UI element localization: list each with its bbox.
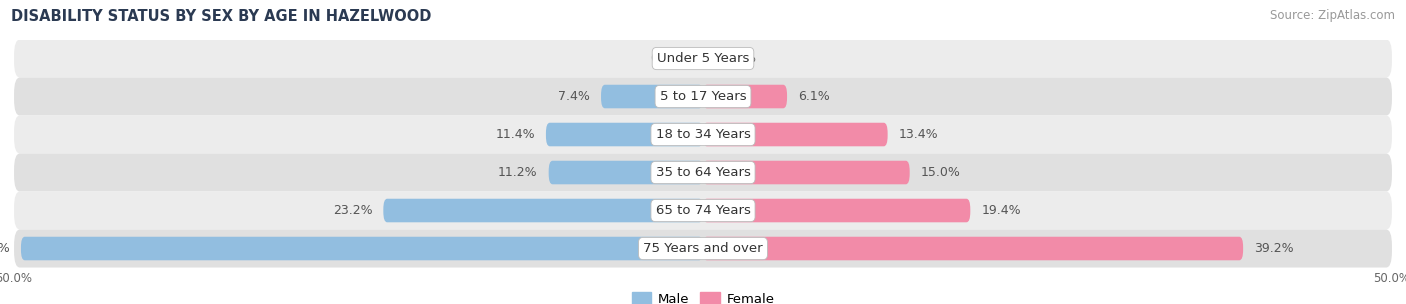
Text: 39.2%: 39.2%: [1254, 242, 1294, 255]
Text: 7.4%: 7.4%: [558, 90, 591, 103]
FancyBboxPatch shape: [14, 192, 1392, 230]
FancyBboxPatch shape: [703, 161, 910, 184]
FancyBboxPatch shape: [600, 85, 703, 108]
FancyBboxPatch shape: [21, 237, 703, 260]
Text: 13.4%: 13.4%: [898, 128, 938, 141]
FancyBboxPatch shape: [703, 123, 887, 146]
FancyBboxPatch shape: [703, 199, 970, 222]
Text: 65 to 74 Years: 65 to 74 Years: [655, 204, 751, 217]
FancyBboxPatch shape: [703, 85, 787, 108]
Text: Source: ZipAtlas.com: Source: ZipAtlas.com: [1270, 9, 1395, 22]
FancyBboxPatch shape: [548, 161, 703, 184]
Text: DISABILITY STATUS BY SEX BY AGE IN HAZELWOOD: DISABILITY STATUS BY SEX BY AGE IN HAZEL…: [11, 9, 432, 24]
Text: 23.2%: 23.2%: [333, 204, 373, 217]
FancyBboxPatch shape: [546, 123, 703, 146]
FancyBboxPatch shape: [14, 78, 1392, 116]
Text: 0.0%: 0.0%: [651, 52, 682, 65]
Text: 11.2%: 11.2%: [498, 166, 537, 179]
Text: 18 to 34 Years: 18 to 34 Years: [655, 128, 751, 141]
Text: 19.4%: 19.4%: [981, 204, 1021, 217]
Text: 5 to 17 Years: 5 to 17 Years: [659, 90, 747, 103]
Legend: Male, Female: Male, Female: [626, 287, 780, 304]
Text: 15.0%: 15.0%: [921, 166, 960, 179]
Text: 35 to 64 Years: 35 to 64 Years: [655, 166, 751, 179]
FancyBboxPatch shape: [14, 40, 1392, 78]
FancyBboxPatch shape: [14, 116, 1392, 154]
FancyBboxPatch shape: [14, 230, 1392, 268]
Text: 49.5%: 49.5%: [0, 242, 10, 255]
Text: 11.4%: 11.4%: [495, 128, 534, 141]
FancyBboxPatch shape: [384, 199, 703, 222]
Text: Under 5 Years: Under 5 Years: [657, 52, 749, 65]
FancyBboxPatch shape: [703, 237, 1243, 260]
Text: 75 Years and over: 75 Years and over: [643, 242, 763, 255]
Text: 0.0%: 0.0%: [724, 52, 755, 65]
Text: 6.1%: 6.1%: [799, 90, 830, 103]
FancyBboxPatch shape: [14, 154, 1392, 192]
